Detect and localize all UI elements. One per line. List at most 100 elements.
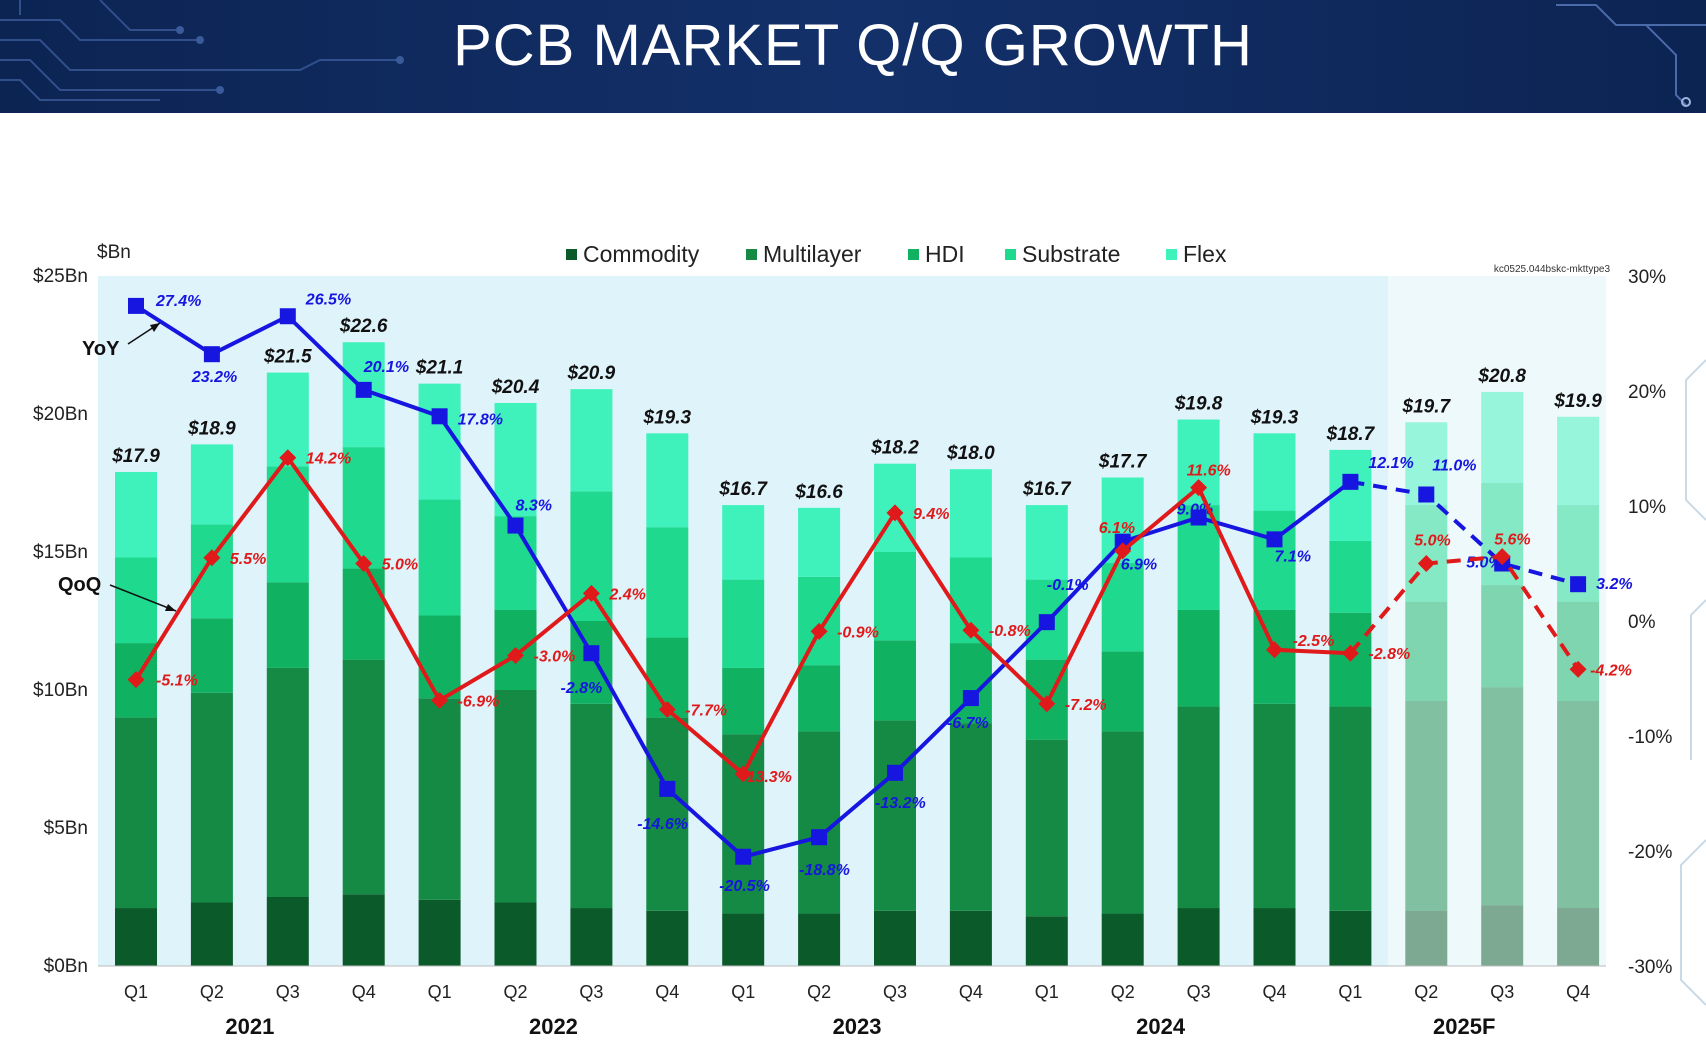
bar-segment-substrate [874,552,916,641]
year-label: 2023 [833,1014,882,1039]
yoy-point [203,346,220,363]
qoq-annotation-arrow [109,584,177,612]
bar-segment-commodity [1025,916,1068,966]
bar-segment-commodity [494,902,537,966]
bar-segment-hdi [722,667,765,735]
yoy-data-label: -2.8% [561,680,603,697]
yoy-point [811,829,828,846]
yoy-data-label: 12.1% [1368,455,1413,472]
y-right-tick-label: -30% [1628,957,1672,978]
yoy-line-forecast [1350,479,1579,587]
bar-segment-multilayer [418,698,461,900]
x-tick-label: Q4 [1262,982,1286,1002]
qoq-point [810,622,828,640]
yoy-point [1266,531,1283,548]
qoq-point [203,549,221,567]
bar-segment-flex [949,469,992,558]
qoq-data-label: 5.6% [1494,532,1530,549]
bar-segment-multilayer [798,731,841,914]
y-right-tick-label: 10% [1628,497,1666,518]
bar-segment-substrate [798,576,841,666]
circuit-decoration-side [1680,359,1706,1006]
bar-segment-multilayer [1025,739,1068,917]
qoq-point [1417,555,1435,572]
bar-segment-commodity [418,899,461,966]
bar-total-label: $17.7 [1098,451,1148,472]
bar-segment-multilayer [266,667,309,897]
qoq-data-label: -13.3% [741,769,792,786]
x-tick-label: Q1 [428,982,452,1002]
qoq-annotation-label: QoQ [58,574,101,596]
qoq-data-label: -6.9% [458,693,500,710]
qoq-point [431,691,449,709]
bar-segment-commodity [1405,910,1448,966]
bar-segment-hdi [1405,601,1448,702]
bar-segment-commodity [1481,905,1524,966]
qoq-point [1038,695,1056,713]
bar-segment-hdi [1557,601,1600,702]
bar-segment-commodity [115,908,157,966]
bar-total-label: $19.3 [643,407,692,428]
bar-segment-multilayer [646,717,689,911]
y-left-tick-label: $15Bn [33,542,88,563]
bar-total-label: $22.6 [339,316,388,337]
bar-segment-flex [190,444,233,525]
x-tick-label: Q4 [352,982,376,1002]
bar-segment-hdi [874,640,916,721]
year-label: 2025F [1433,1014,1495,1039]
bar-total-label: $19.9 [1553,391,1602,412]
x-tick-label: Q1 [124,982,148,1002]
bar-segment-multilayer [1481,687,1524,906]
y-left-tick-label: $0Bn [44,956,88,977]
bar-total-label: $21.5 [263,347,312,368]
bar-total-label: $18.2 [870,438,919,459]
bar-total-label: $20.8 [1477,366,1526,387]
qoq-annotation-arrowhead [165,604,176,611]
qoq-point [582,584,600,602]
bar-segment-commodity [798,913,841,966]
bar-segment-commodity [949,910,992,966]
yoy-point [1342,473,1359,490]
bar-segment-hdi [418,615,461,699]
bar-segment-substrate [266,466,309,583]
x-tick-label: Q2 [807,982,831,1002]
bar-segment-hdi [266,582,309,668]
bar-segment-hdi [342,568,385,660]
legend-label-multilayer: Multilayer [763,241,862,267]
year-label: 2022 [529,1014,578,1039]
qoq-line-forecast [1348,554,1580,671]
qoq-point [1493,548,1511,566]
yoy-data-label: 23.2% [191,369,237,386]
bar-segment-commodity [1557,908,1600,966]
yoy-point [583,645,600,662]
yoy-data-label: 26.5% [305,291,351,308]
page-title: PCB MARKET Q/Q GROWTH [453,13,1253,78]
bar-segment-flex [1025,505,1068,580]
qoq-data-label: 11.6% [1187,463,1231,480]
qoq-data-label: -5.1% [156,673,198,690]
y-right-tick-label: -10% [1628,727,1672,748]
yoy-point [431,408,448,425]
bar-total-label: $18.9 [187,418,236,439]
legend-label-hdi: HDI [925,241,965,267]
yoy-point [887,764,903,781]
bar-segment-multilayer [190,692,233,903]
y-right-tick-label: -20% [1628,842,1672,863]
bar-segment-flex [1253,433,1296,511]
qoq-data-label: -7.7% [685,703,727,720]
bar-segment-flex [798,507,841,577]
x-tick-label: Q3 [276,982,300,1002]
bar-segment-commodity [1253,908,1296,966]
bar-segment-commodity [266,897,309,966]
bar-segment-flex [1329,449,1372,541]
yoy-data-label: 27.4% [155,293,201,310]
bar-segment-flex [494,402,537,517]
bar-total-label: $19.7 [1402,396,1452,417]
y-right-tick-label: 20% [1628,382,1666,403]
yoy-data-label: -0.1% [1047,577,1089,594]
bar-segment-multilayer [342,659,385,895]
bar-segment-multilayer [1405,701,1448,911]
yoy-point [279,308,296,325]
qoq-data-label: -3.0% [534,649,576,666]
yoy-point [507,517,524,534]
